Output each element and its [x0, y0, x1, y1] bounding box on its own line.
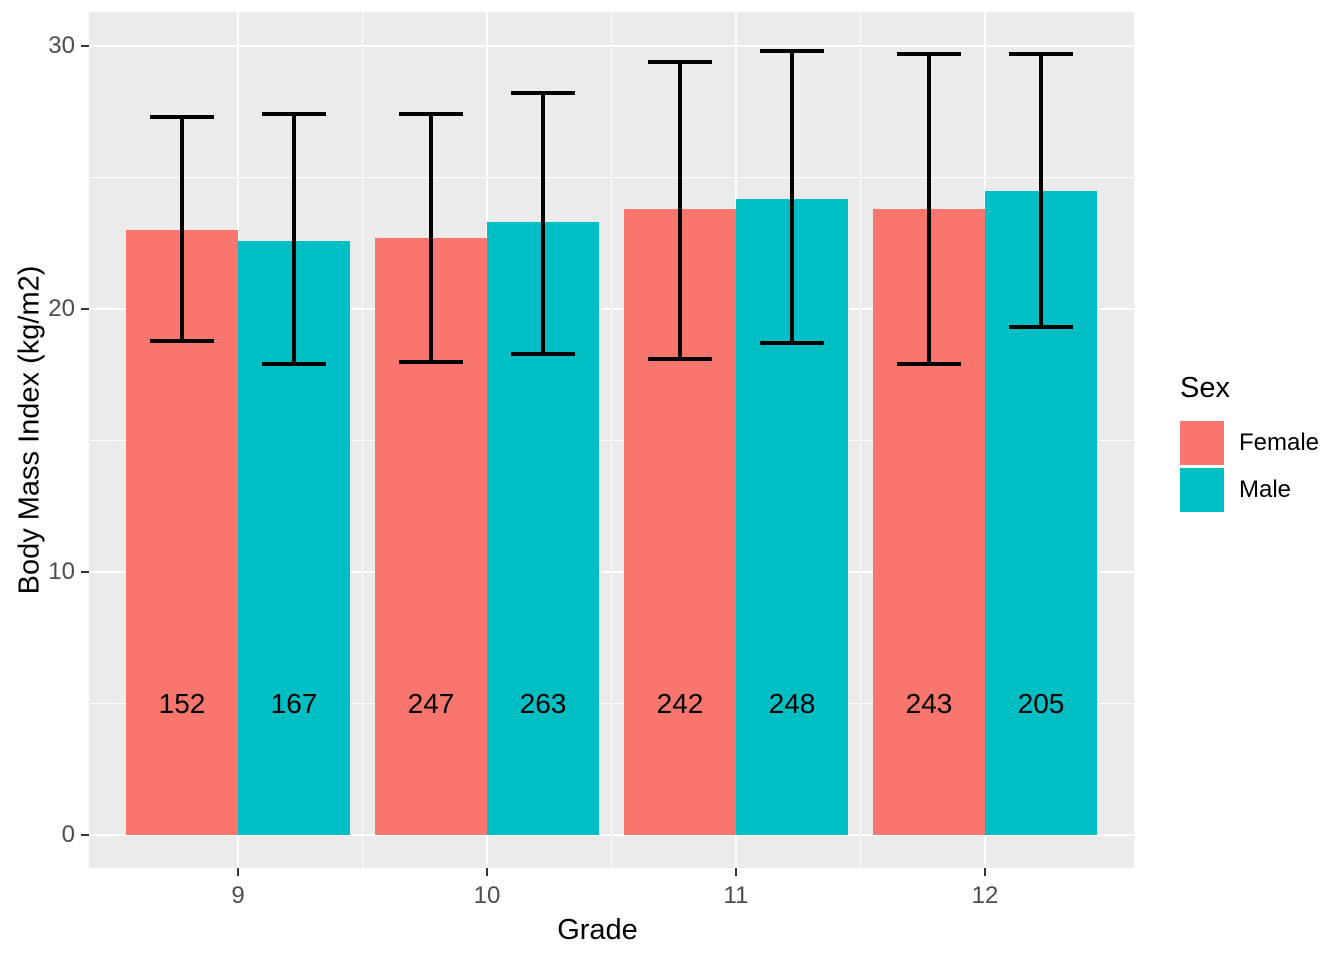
bar-count-male-grade-10: 263 — [519, 687, 567, 719]
errorbar-male-grade-10-cap-bottom — [511, 351, 575, 356]
y-axis-title: Body Mass Index (kg/m2) — [13, 265, 46, 595]
y-tick-label-0: 0 — [61, 821, 75, 848]
x-tick-mark-11 — [735, 868, 737, 876]
gridline-minor-x — [859, 12, 862, 868]
errorbar-female-grade-10-cap-bottom — [399, 359, 463, 364]
errorbar-male-grade-9-cap-bottom — [262, 362, 326, 367]
errorbar-female-grade-9-cap-top — [150, 115, 214, 119]
y-tick-label-20: 20 — [48, 295, 75, 322]
errorbar-male-grade-12-line — [1039, 53, 1043, 328]
bar-count-female-grade-11: 242 — [656, 687, 704, 719]
errorbar-male-grade-11-cap-top — [760, 49, 824, 54]
errorbar-male-grade-12-cap-top — [1009, 51, 1073, 56]
y-tick-label-10: 10 — [48, 558, 75, 585]
bar-count-female-grade-9: 152 — [158, 687, 206, 719]
bar-count-female-grade-12: 243 — [905, 687, 953, 719]
plot-panel: 152 247 242 243 167 263 248 205 — [89, 12, 1134, 868]
x-tick-label-10: 10 — [473, 882, 501, 909]
errorbar-male-grade-9-line — [292, 114, 296, 365]
x-axis-title: Grade — [557, 914, 638, 946]
legend-label-male: Male — [1239, 476, 1292, 503]
errorbar-female-grade-10-line — [429, 114, 433, 362]
bar-count-male-grade-12: 205 — [1017, 687, 1065, 719]
errorbar-male-grade-10-cap-top — [511, 91, 575, 96]
x-tick-mark-12 — [984, 868, 986, 876]
legend: Sex Female Male — [1180, 372, 1319, 515]
y-tick-label-30: 30 — [48, 32, 75, 59]
gridline-minor-x — [610, 12, 613, 868]
legend-title: Sex — [1180, 372, 1230, 404]
bar-count-male-grade-9: 167 — [270, 687, 318, 719]
legend-item-female: Female — [1180, 421, 1319, 465]
x-tick-mark-9 — [237, 868, 239, 876]
legend-swatch-female — [1180, 421, 1224, 465]
errorbar-female-grade-12-cap-top — [897, 51, 961, 56]
errorbar-male-grade-9-cap-top — [262, 112, 326, 117]
errorbar-female-grade-11-cap-bottom — [648, 356, 712, 361]
bar-count-male-grade-11: 248 — [768, 687, 816, 719]
errorbar-female-grade-11-line — [678, 61, 682, 359]
errorbar-male-grade-11-cap-bottom — [760, 341, 824, 346]
y-tick-mark-10 — [81, 571, 89, 573]
x-tick-mark-10 — [486, 868, 488, 876]
errorbar-female-grade-12-cap-bottom — [897, 362, 961, 367]
errorbar-female-grade-9-cap-bottom — [150, 338, 214, 343]
legend-swatch-male — [1180, 468, 1224, 512]
bar-count-female-grade-10: 247 — [407, 687, 455, 719]
x-tick-label-9: 9 — [231, 882, 245, 909]
errorbar-male-grade-11-line — [790, 51, 794, 344]
errorbar-male-grade-10-line — [541, 93, 545, 354]
legend-items: Female Male — [1180, 421, 1319, 512]
errorbar-female-grade-11-cap-top — [648, 59, 712, 64]
errorbar-female-grade-9-line — [180, 117, 184, 341]
gridline-minor-x — [361, 12, 364, 868]
errorbar-female-grade-12-line — [927, 53, 931, 365]
x-tick-label-11: 11 — [723, 882, 749, 909]
legend-item-male: Male — [1180, 468, 1319, 512]
errorbar-female-grade-10-cap-top — [399, 112, 463, 117]
y-tick-mark-30 — [81, 45, 89, 47]
errorbar-male-grade-12-cap-bottom — [1009, 325, 1073, 330]
x-tick-label-12: 12 — [971, 882, 999, 909]
legend-label-female: Female — [1239, 429, 1320, 456]
y-tick-mark-0 — [81, 834, 89, 836]
y-tick-mark-20 — [81, 308, 89, 310]
